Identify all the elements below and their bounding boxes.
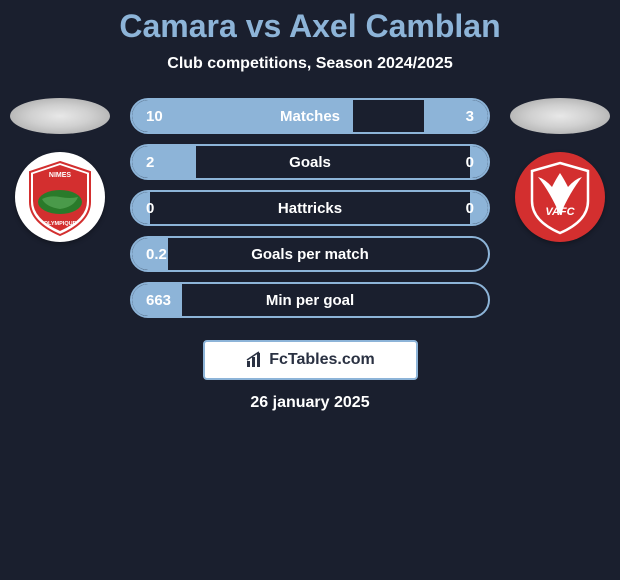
stat-value-left: 0	[146, 200, 154, 217]
stat-fill-right	[424, 100, 488, 132]
stat-label: Hattricks	[278, 200, 342, 217]
stat-label: Goals per match	[251, 246, 369, 263]
stat-fill-left	[132, 146, 196, 178]
stat-bar: 2 Goals 0	[130, 144, 490, 180]
stat-bar: 10 Matches 3	[130, 98, 490, 134]
stat-value-right: 0	[466, 200, 474, 217]
stat-value-right: 0	[466, 154, 474, 171]
stat-bar: 663 Min per goal	[130, 282, 490, 318]
player-right-silhouette	[510, 98, 610, 134]
player-left-badge: NIMES OLYMPIQUE	[15, 152, 105, 242]
player-left-column: NIMES OLYMPIQUE	[5, 98, 115, 242]
svg-text:OLYMPIQUE: OLYMPIQUE	[44, 221, 77, 227]
stat-value-left: 2	[146, 154, 154, 171]
nimes-logo-icon: NIMES OLYMPIQUE	[20, 157, 100, 237]
page-title: Camara vs Axel Camblan	[0, 8, 620, 45]
vafc-logo-icon: VAFC	[520, 157, 600, 237]
main-row: NIMES OLYMPIQUE 10 Matches 3 2 Goals 0 0 Hattri…	[0, 98, 620, 328]
stat-value-right: 3	[466, 108, 474, 125]
stat-value-left: 0.2	[146, 246, 167, 263]
stat-label: Matches	[280, 108, 340, 125]
stat-label: Min per goal	[266, 292, 354, 309]
player-right-column: VAFC	[505, 98, 615, 242]
stat-label: Goals	[289, 154, 331, 171]
brand-box[interactable]: FcTables.com	[203, 340, 418, 380]
brand-text: FcTables.com	[269, 351, 375, 369]
stats-column: 10 Matches 3 2 Goals 0 0 Hattricks 0 0.2 Goals per…	[130, 98, 490, 328]
chart-icon	[245, 351, 265, 369]
subtitle: Club competitions, Season 2024/2025	[0, 55, 620, 73]
player-right-badge: VAFC	[515, 152, 605, 242]
stat-bar: 0.2 Goals per match	[130, 236, 490, 272]
svg-text:NIMES: NIMES	[49, 172, 72, 179]
svg-text:VAFC: VAFC	[545, 206, 575, 218]
stat-value-left: 10	[146, 108, 163, 125]
player-left-silhouette	[10, 98, 110, 134]
stat-value-left: 663	[146, 292, 171, 309]
stat-bar: 0 Hattricks 0	[130, 190, 490, 226]
date-text: 26 january 2025	[0, 394, 620, 412]
infographic-container: Camara vs Axel Camblan Club competitions…	[0, 0, 620, 412]
